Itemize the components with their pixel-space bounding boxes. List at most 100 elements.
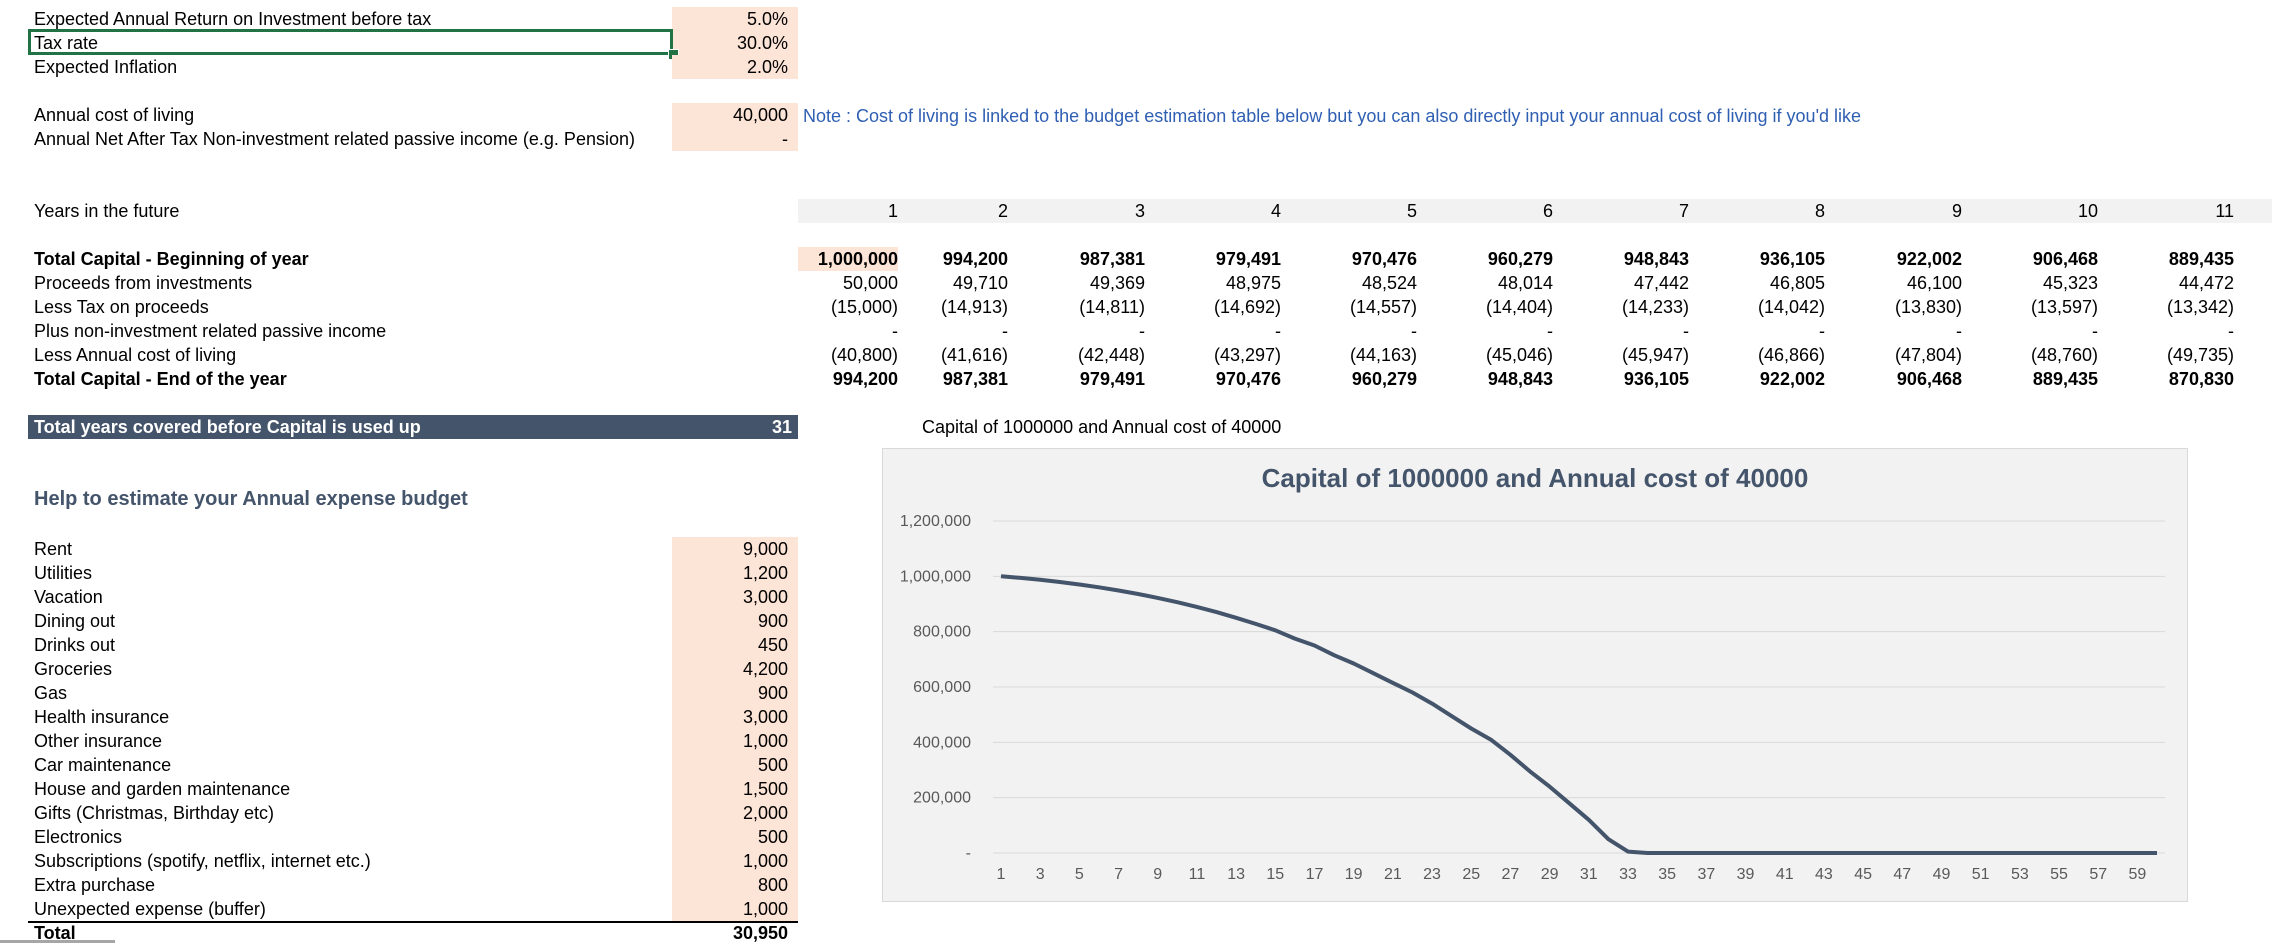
projection-cell[interactable]: (14,233) (1621, 297, 1689, 317)
budget-item-value[interactable]: 1,000 (742, 731, 788, 751)
projection-cell[interactable]: 48,524 (1361, 273, 1417, 293)
projection-cell[interactable]: 889,435 (2032, 369, 2098, 389)
tax-input[interactable]: 30.0% (672, 31, 798, 55)
projection-cell[interactable]: (14,811) (1079, 297, 1145, 317)
projection-cell[interactable]: (48,760) (2030, 345, 2098, 365)
projection-cell[interactable]: (45,947) (1621, 345, 1689, 365)
projection-cell[interactable]: 979,491 (1215, 249, 1281, 269)
budget-item-value[interactable]: 800 (757, 875, 788, 895)
projection-cell[interactable]: (41,616) (940, 345, 1008, 365)
cost-of-living-input[interactable]: 40,000 (672, 103, 798, 127)
projection-cell[interactable]: 50,000 (842, 273, 898, 293)
projection-cell[interactable]: 994,200 (832, 369, 898, 389)
projection-cell[interactable]: (13,597) (2030, 297, 2098, 317)
budget-item-value[interactable]: 450 (757, 635, 788, 655)
inflation-input[interactable]: 2.0% (672, 55, 798, 79)
chart-plot: - 200,000 400,000 600,000 800,000 1,000,000 1,… (900, 513, 2165, 883)
projection-cell[interactable]: 47,442 (1633, 273, 1689, 293)
projection-cell[interactable]: (15,000) (830, 297, 898, 317)
projection-cell[interactable]: - (1275, 321, 1281, 341)
projection-cell[interactable]: 970,476 (1215, 369, 1281, 389)
projection-cell[interactable]: - (1819, 321, 1825, 341)
x-tick-label: 41 (1776, 866, 1794, 883)
projection-cell[interactable]: - (1139, 321, 1145, 341)
projection-cell[interactable]: (13,342) (2166, 297, 2234, 317)
projection-cell[interactable]: (13,830) (1894, 297, 1962, 317)
projection-cell[interactable]: - (892, 321, 898, 341)
budget-item-value[interactable]: 900 (757, 683, 788, 703)
budget-item-value[interactable]: 1,000 (742, 899, 788, 919)
projection-cell[interactable]: (47,804) (1894, 345, 1962, 365)
projection-cell[interactable]: (14,404) (1485, 297, 1553, 317)
budget-item-value[interactable]: 9,000 (742, 539, 788, 559)
budget-item-value[interactable]: 1,200 (742, 563, 788, 583)
projection-cell[interactable]: (43,297) (1213, 345, 1281, 365)
projection-cell[interactable]: 49,369 (1089, 273, 1145, 293)
year-header-cell: 10 (2077, 201, 2098, 221)
return-input[interactable]: 5.0% (672, 7, 798, 31)
projection-cell[interactable]: 922,002 (1896, 249, 1962, 269)
projection-cell[interactable]: - (1956, 321, 1962, 341)
budget-item-value[interactable]: 1,500 (742, 779, 788, 799)
projection-cell[interactable]: 46,805 (1769, 273, 1825, 293)
budget-item-value[interactable]: 500 (757, 755, 788, 775)
projection-cell[interactable]: (49,735) (2166, 345, 2234, 365)
projection-cell[interactable]: 45,323 (2042, 273, 2098, 293)
budget-item-value[interactable]: 4,200 (742, 659, 788, 679)
passive-income-input[interactable]: - (672, 127, 798, 151)
projection-cell[interactable]: 987,381 (942, 369, 1008, 389)
projection-cell[interactable]: - (1547, 321, 1553, 341)
projection-cell[interactable]: (44,163) (1349, 345, 1417, 365)
projection-cell[interactable]: 870,830 (2168, 369, 2234, 389)
projection-cell[interactable]: (14,913) (940, 297, 1008, 317)
projection-cell[interactable]: 906,468 (1896, 369, 1962, 389)
year-header-cell: 1 (887, 201, 898, 221)
projection-cell[interactable]: 49,710 (952, 273, 1008, 293)
projection-cell[interactable]: - (2228, 321, 2234, 341)
projection-cell[interactable]: 44,472 (2178, 273, 2234, 293)
x-tick-label: 47 (1893, 866, 1911, 883)
projection-cell[interactable]: - (1411, 321, 1417, 341)
projection-cell[interactable]: 936,105 (1623, 369, 1689, 389)
capital-chart[interactable]: Capital of 1000000 and Annual cost of 40… (882, 448, 2188, 902)
budget-item-value[interactable]: 3,000 (742, 587, 788, 607)
projection-cell[interactable]: 46,100 (1906, 273, 1962, 293)
budget-item-value[interactable]: 500 (757, 827, 788, 847)
x-tick-label: 31 (1580, 866, 1598, 883)
projection-cell[interactable]: (45,046) (1485, 345, 1553, 365)
projection-cell[interactable]: 1,000,000 (798, 247, 898, 271)
projection-cell[interactable]: 970,476 (1351, 249, 1417, 269)
projection-cell[interactable]: 906,468 (2032, 249, 2098, 269)
projection-cell[interactable]: (14,692) (1213, 297, 1281, 317)
projection-cell[interactable]: (46,866) (1757, 345, 1825, 365)
x-tick-label: 39 (1737, 866, 1755, 883)
year-header-cell: 6 (1542, 201, 1553, 221)
projection-cell[interactable]: 48,014 (1497, 273, 1553, 293)
projection-cell[interactable]: 936,105 (1759, 249, 1825, 269)
projection-cell[interactable]: 979,491 (1079, 369, 1145, 389)
x-tick-label: 51 (1972, 866, 1990, 883)
budget-item-label: Vacation (34, 587, 103, 607)
projection-cell[interactable]: - (1683, 321, 1689, 341)
budget-item-value[interactable]: 900 (757, 611, 788, 631)
projection-cell[interactable]: - (2092, 321, 2098, 341)
projection-cell[interactable]: 48,975 (1225, 273, 1281, 293)
budget-item-value[interactable]: 3,000 (742, 707, 788, 727)
projection-cell[interactable]: 987,381 (1079, 249, 1145, 269)
projection-cell[interactable]: 922,002 (1759, 369, 1825, 389)
projection-cell[interactable]: (42,448) (1077, 345, 1145, 365)
projection-cell[interactable]: 948,843 (1487, 369, 1553, 389)
scrollbar[interactable] (0, 940, 115, 943)
projection-cell[interactable]: (14,557) (1349, 297, 1417, 317)
budget-item-value[interactable]: 1,000 (742, 851, 788, 871)
budget-item-value[interactable]: 2,000 (742, 803, 788, 823)
projection-cell[interactable]: (14,042) (1757, 297, 1825, 317)
projection-cell[interactable]: - (1002, 321, 1008, 341)
projection-cell[interactable]: 948,843 (1623, 249, 1689, 269)
projection-cell[interactable]: 889,435 (2168, 249, 2234, 269)
projection-cell[interactable]: 994,200 (942, 249, 1008, 269)
selected-cell-border[interactable] (28, 29, 673, 55)
projection-cell[interactable]: (40,800) (830, 345, 898, 365)
projection-cell[interactable]: 960,279 (1487, 249, 1553, 269)
projection-cell[interactable]: 960,279 (1351, 369, 1417, 389)
